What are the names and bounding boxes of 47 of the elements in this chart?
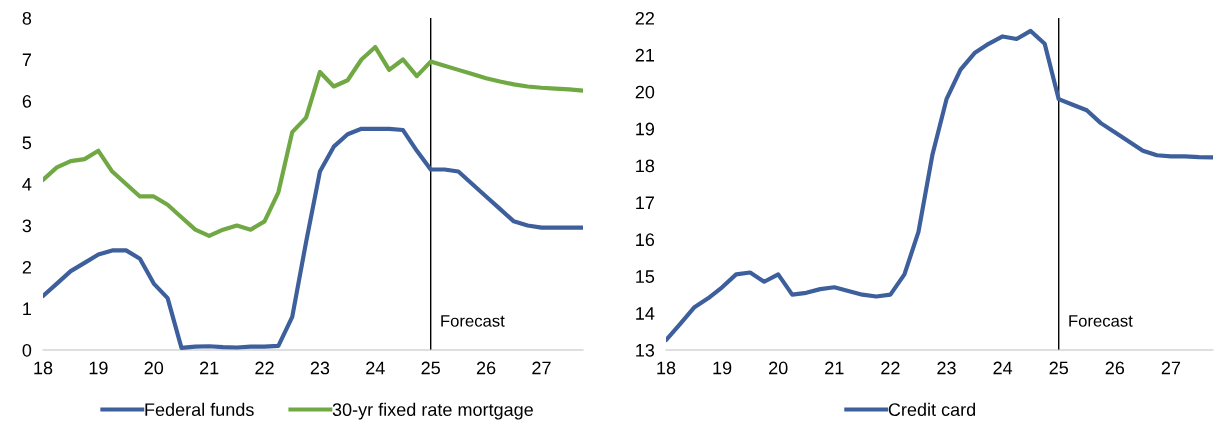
x-tick-label: 21 (825, 361, 844, 375)
y-tick-label: 21 (635, 48, 655, 62)
x-tick-label: 19 (89, 361, 108, 375)
line-series (43, 126, 583, 350)
x-tick-label: 22 (255, 361, 274, 375)
y-tick-label: 13 (636, 343, 655, 357)
y-tick-label: 19 (636, 122, 655, 136)
x-tick-label: 22 (881, 361, 900, 375)
x-tick-label: 19 (713, 361, 732, 375)
x-tick-label: 18 (657, 361, 676, 375)
y-tick-label: 17 (636, 196, 654, 209)
y-tick-label: 4 (22, 178, 32, 191)
y-tick-label: 14 (636, 307, 655, 320)
y-tick-label: 22 (635, 11, 654, 25)
y-tick-label: 5 (22, 136, 32, 150)
y-tick-label: 3 (22, 219, 32, 233)
x-tick-label: 25 (421, 361, 440, 375)
y-tick-label: 2 (22, 260, 31, 274)
x-tick-label: 24 (993, 361, 1013, 375)
y-tick-label: 20 (635, 85, 655, 99)
y-tick-label: 7 (22, 53, 31, 67)
y-tick-label: 1 (23, 302, 32, 316)
legend-label: 30-yr fixed rate mortgage (332, 402, 533, 420)
line-series (666, 28, 1213, 343)
ref-line-label: Forecast (1069, 315, 1133, 327)
y-tick-label: 6 (22, 94, 32, 108)
x-tick-label: 26 (476, 361, 496, 375)
x-tick-label: 20 (769, 361, 788, 375)
ref-line-label: Forecast (441, 315, 505, 327)
x-tick-label: 21 (200, 361, 219, 375)
x-tick-label: 23 (310, 361, 330, 375)
line-series (43, 44, 583, 238)
x-tick-label: 20 (144, 361, 164, 375)
x-tick-label: 24 (366, 361, 385, 375)
x-tick-label: 26 (1105, 361, 1125, 375)
y-tick-label: 18 (636, 159, 655, 173)
y-tick-label: 15 (636, 270, 655, 283)
x-tick-label: 27 (1161, 361, 1181, 375)
legend-label: Credit card (888, 402, 976, 417)
x-tick-label: 18 (34, 361, 53, 375)
y-tick-label: 0 (22, 343, 32, 357)
y-tick-label: 8 (22, 11, 32, 25)
x-tick-label: 25 (1049, 361, 1068, 375)
x-tick-label: 27 (532, 361, 551, 375)
legend-label: Federal funds (145, 402, 254, 417)
y-tick-label: 16 (636, 233, 655, 247)
x-tick-label: 23 (937, 361, 956, 375)
